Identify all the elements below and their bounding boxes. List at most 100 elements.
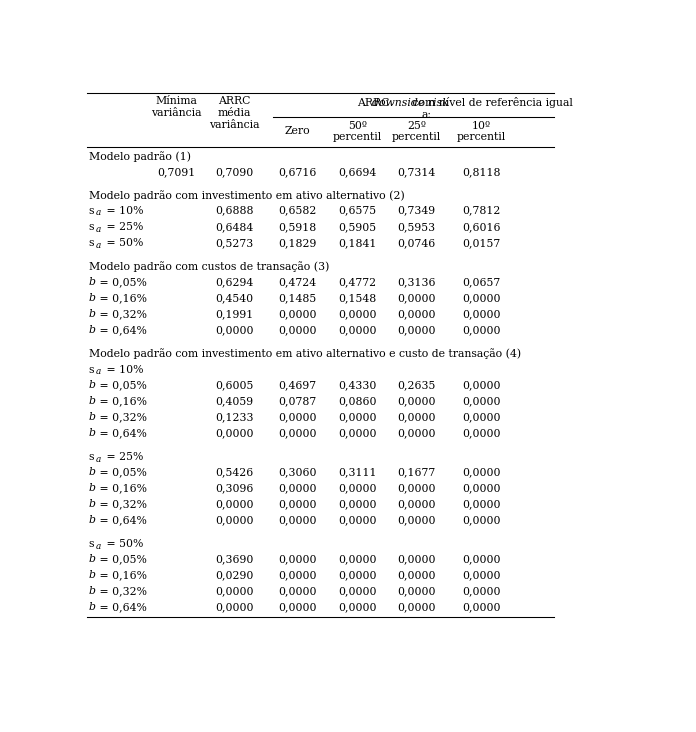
Text: 0,0000: 0,0000 [397,483,435,493]
Text: 0,0000: 0,0000 [278,412,317,422]
Text: 0,0000: 0,0000 [397,293,435,302]
Text: 0,4540: 0,4540 [214,293,253,302]
Text: Mínima
variância: Mínima variância [151,97,201,118]
Text: 0,0290: 0,0290 [214,570,253,580]
Text: b: b [88,428,95,438]
Text: 0,6716: 0,6716 [278,167,317,176]
Text: 0,0860: 0,0860 [338,396,376,406]
Text: ARRC
média
variância: ARRC média variância [209,97,259,130]
Text: 0,0000: 0,0000 [338,602,376,612]
Text: b: b [88,293,95,302]
Text: = 0,64%: = 0,64% [95,602,146,612]
Text: a:: a: [420,110,430,120]
Text: 0,6888: 0,6888 [214,206,253,215]
Text: 0,1991: 0,1991 [214,309,253,318]
Text: 0,0000: 0,0000 [461,515,500,525]
Text: 0,5953: 0,5953 [397,222,435,231]
Text: 0,5918: 0,5918 [278,222,317,231]
Text: 0,0000: 0,0000 [461,554,500,564]
Text: a: a [95,225,101,234]
Text: 0,6005: 0,6005 [214,380,253,389]
Text: 0,5426: 0,5426 [214,467,253,477]
Text: Modelo padrão com custos de transação (3): Modelo padrão com custos de transação (3… [88,261,329,272]
Text: 0,0000: 0,0000 [397,309,435,318]
Text: ARRC: ARRC [357,97,393,108]
Text: 0,0000: 0,0000 [278,570,317,580]
Text: 0,0000: 0,0000 [461,467,500,477]
Text: 0,0000: 0,0000 [397,586,435,596]
Text: b: b [88,309,95,318]
Text: 0,1677: 0,1677 [397,467,435,477]
Text: 0,0000: 0,0000 [278,428,317,438]
Text: 0,0000: 0,0000 [278,325,317,335]
Text: = 10%: = 10% [102,206,143,215]
Text: 0,4697: 0,4697 [278,380,317,389]
Text: 0,6484: 0,6484 [214,222,253,231]
Text: 0,0000: 0,0000 [338,428,376,438]
Text: 0,1841: 0,1841 [338,238,376,247]
Text: s: s [88,238,94,247]
Text: 0,1485: 0,1485 [278,293,317,302]
Text: b: b [88,483,95,493]
Text: 0,0000: 0,0000 [338,570,376,580]
Text: Modelo padrão com investimento em ativo alternativo e custo de transação (4): Modelo padrão com investimento em ativo … [88,348,520,359]
Text: s: s [88,539,94,549]
Text: 0,0000: 0,0000 [397,412,435,422]
Text: 0,0000: 0,0000 [461,325,500,335]
Text: 0,0000: 0,0000 [278,515,317,525]
Text: 0,1548: 0,1548 [338,293,376,302]
Text: = 0,16%: = 0,16% [95,483,147,493]
Text: 0,0157: 0,0157 [461,238,500,247]
Text: 0,6575: 0,6575 [338,206,376,215]
Text: = 0,32%: = 0,32% [95,309,147,318]
Text: 50º
percentil: 50º percentil [332,121,381,142]
Text: 0,4330: 0,4330 [338,380,376,389]
Text: 0,0000: 0,0000 [461,499,500,509]
Text: Zero: Zero [285,126,310,136]
Text: 0,0000: 0,0000 [397,602,435,612]
Text: = 0,05%: = 0,05% [95,467,146,477]
Text: b: b [88,412,95,422]
Text: 0,0000: 0,0000 [278,586,317,596]
Text: = 10%: = 10% [102,365,143,375]
Text: 0,0000: 0,0000 [338,325,376,335]
Text: = 0,16%: = 0,16% [95,396,147,406]
Text: 0,7090: 0,7090 [214,167,253,176]
Text: 0,0000: 0,0000 [278,499,317,509]
Text: = 0,16%: = 0,16% [95,293,147,302]
Text: 0,7314: 0,7314 [397,167,435,176]
Text: 0,0000: 0,0000 [461,396,500,406]
Text: 0,0000: 0,0000 [397,554,435,564]
Text: b: b [88,586,95,596]
Text: 0,0000: 0,0000 [397,570,435,580]
Text: = 25%: = 25% [102,452,143,462]
Text: a: a [95,209,101,217]
Text: downside risk: downside risk [371,97,448,108]
Text: a: a [95,240,101,250]
Text: = 0,32%: = 0,32% [95,499,147,509]
Text: = 0,32%: = 0,32% [95,412,147,422]
Text: 0,0000: 0,0000 [397,396,435,406]
Text: 0,5905: 0,5905 [338,222,376,231]
Text: = 0,64%: = 0,64% [95,515,146,525]
Text: a: a [95,455,101,463]
Text: 0,3096: 0,3096 [214,483,253,493]
Text: 0,0000: 0,0000 [214,428,253,438]
Text: 0,7091: 0,7091 [157,167,195,176]
Text: 0,0787: 0,0787 [278,396,317,406]
Text: 0,0000: 0,0000 [461,586,500,596]
Text: 0,3111: 0,3111 [338,467,376,477]
Text: = 50%: = 50% [102,539,143,549]
Text: 0,0000: 0,0000 [214,325,253,335]
Text: b: b [88,380,95,389]
Text: 0,1829: 0,1829 [278,238,317,247]
Text: = 0,05%: = 0,05% [95,277,146,287]
Text: 0,0000: 0,0000 [338,515,376,525]
Text: b: b [88,467,95,477]
Text: 0,6016: 0,6016 [461,222,500,231]
Text: a: a [95,542,101,550]
Text: 0,0000: 0,0000 [278,554,317,564]
Text: 0,0000: 0,0000 [338,554,376,564]
Text: 0,0000: 0,0000 [461,602,500,612]
Text: b: b [88,515,95,525]
